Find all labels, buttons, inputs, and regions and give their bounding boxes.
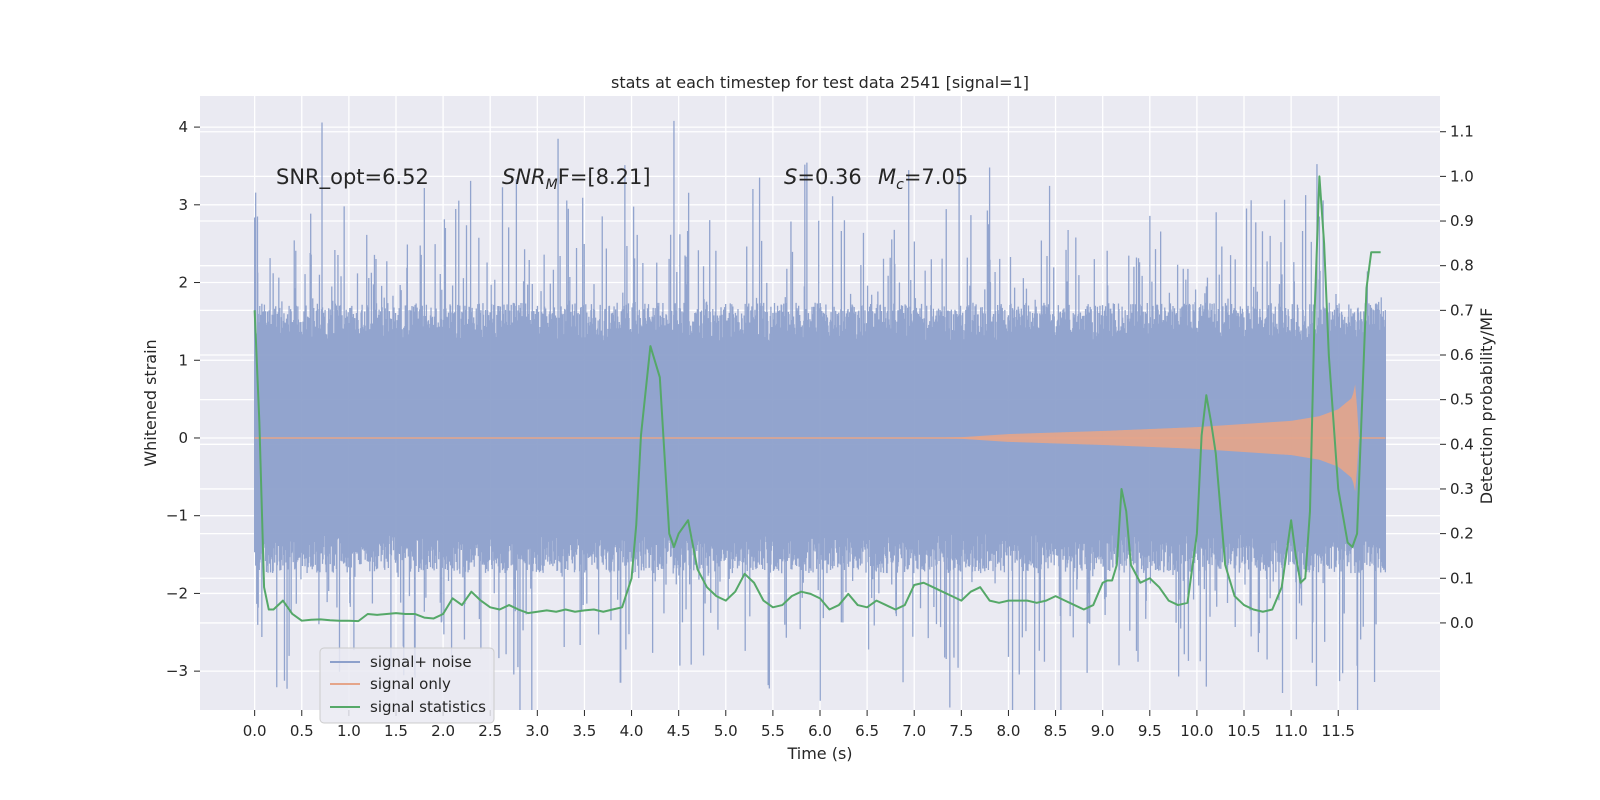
x-tick-label: 8.5 <box>1044 722 1068 740</box>
series-signal-only <box>254 384 1386 492</box>
x-tick-label: 9.0 <box>1091 722 1115 740</box>
y-tick-label: 3 <box>178 196 188 214</box>
chart-title: stats at each timestep for test data 254… <box>611 73 1029 92</box>
legend: signal+ noise signal only signal statist… <box>319 647 495 724</box>
y-axis-right: 0.0 0.1 0.2 0.3 0.4 0.5 0.6 0.7 0.8 0.9 1.0 1.1 <box>1440 123 1474 632</box>
y-right-tick-label: 0.7 <box>1450 301 1474 319</box>
legend-box <box>319 647 495 724</box>
y-tick-label: 1 <box>178 351 188 369</box>
y-right-tick-label: 0.6 <box>1450 346 1474 364</box>
x-tick-label: 4.5 <box>667 722 691 740</box>
x-tick-label: 6.5 <box>855 722 879 740</box>
y-right-tick-label: 1.1 <box>1450 123 1474 141</box>
annotation-mc: Mc=7.05 <box>878 165 968 193</box>
x-tick-label: 0.0 <box>243 722 267 740</box>
y-right-tick-label: 0.1 <box>1450 569 1474 587</box>
y-right-tick-label: 0.4 <box>1450 435 1474 453</box>
y-axis-label: Whitened strain <box>141 339 160 466</box>
y-tick-label: −1 <box>166 507 188 525</box>
annotation-snr-mf: SNRMF=[8.21] <box>502 165 651 193</box>
annotation-mc-sub: c <box>896 177 904 193</box>
annotation-snr-mf-sub: M <box>546 177 558 193</box>
annotation-mc-rest: =7.05 <box>904 165 968 189</box>
legend-label-signal: signal only <box>370 675 451 693</box>
x-axis-label: Time (s) <box>786 744 852 763</box>
x-tick-label: 1.5 <box>384 722 408 740</box>
annotation-s: S=0.36 <box>784 165 862 189</box>
annotation-snr-mf-rest: F=[8.21] <box>558 165 651 189</box>
annotation-snr-mf-italic: SNR <box>502 165 546 189</box>
y-tick-label: 4 <box>178 118 188 136</box>
x-tick-label: 3.5 <box>573 722 597 740</box>
y-right-tick-label: 0.0 <box>1450 614 1474 632</box>
x-tick-label: 0.5 <box>290 722 314 740</box>
x-tick-label: 7.5 <box>949 722 973 740</box>
legend-label-stats: signal statistics <box>370 698 486 716</box>
y-right-tick-label: 1.0 <box>1450 167 1474 185</box>
annotation-snr-opt: SNR_opt=6.52 <box>276 165 429 190</box>
x-tick-label: 2.0 <box>431 722 455 740</box>
y-right-tick-label: 0.9 <box>1450 212 1474 230</box>
x-tick-label: 1.0 <box>337 722 361 740</box>
y-right-tick-label: 0.5 <box>1450 391 1474 409</box>
series-signal-statistics <box>253 175 1381 623</box>
x-tick-label: 3.0 <box>525 722 549 740</box>
statistics-line <box>253 175 1381 623</box>
annotation-s-rest: =0.36 <box>797 165 861 189</box>
y-right-tick-label: 0.3 <box>1450 480 1474 498</box>
x-tick-label: 6.0 <box>808 722 832 740</box>
x-tick-label: 7.0 <box>902 722 926 740</box>
x-tick-label: 4.0 <box>620 722 644 740</box>
x-tick-label: 5.0 <box>714 722 738 740</box>
y-tick-label: −2 <box>166 584 188 602</box>
x-tick-label: 8.0 <box>997 722 1021 740</box>
y-right-tick-label: 0.8 <box>1450 257 1474 275</box>
y-axis-left: −3 −2 −1 0 1 2 3 4 <box>166 118 200 680</box>
y-right-tick-label: 0.2 <box>1450 525 1474 543</box>
x-tick-label: 2.5 <box>478 722 502 740</box>
x-tick-label: 11.5 <box>1322 722 1355 740</box>
x-tick-label: 10.0 <box>1180 722 1213 740</box>
x-tick-label: 11.0 <box>1274 722 1307 740</box>
x-tick-label: 5.5 <box>761 722 785 740</box>
y-tick-label: 2 <box>178 274 188 292</box>
y-tick-label: −3 <box>166 662 188 680</box>
x-axis: 0.0 0.5 1.0 1.5 2.0 2.5 3.0 3.5 4.0 4.5 5.0 5.5 6.0 6… <box>243 710 1355 740</box>
x-tick-label: 9.5 <box>1138 722 1162 740</box>
annotation-s-italic: S <box>784 165 797 189</box>
legend-label-noise: signal+ noise <box>370 653 472 671</box>
annotation-mc-italic: M <box>878 165 896 189</box>
x-tick-label: 10.5 <box>1227 722 1260 740</box>
y-axis-right-label: Detection probability/MF <box>1477 308 1496 505</box>
y-tick-label: 0 <box>178 429 188 447</box>
